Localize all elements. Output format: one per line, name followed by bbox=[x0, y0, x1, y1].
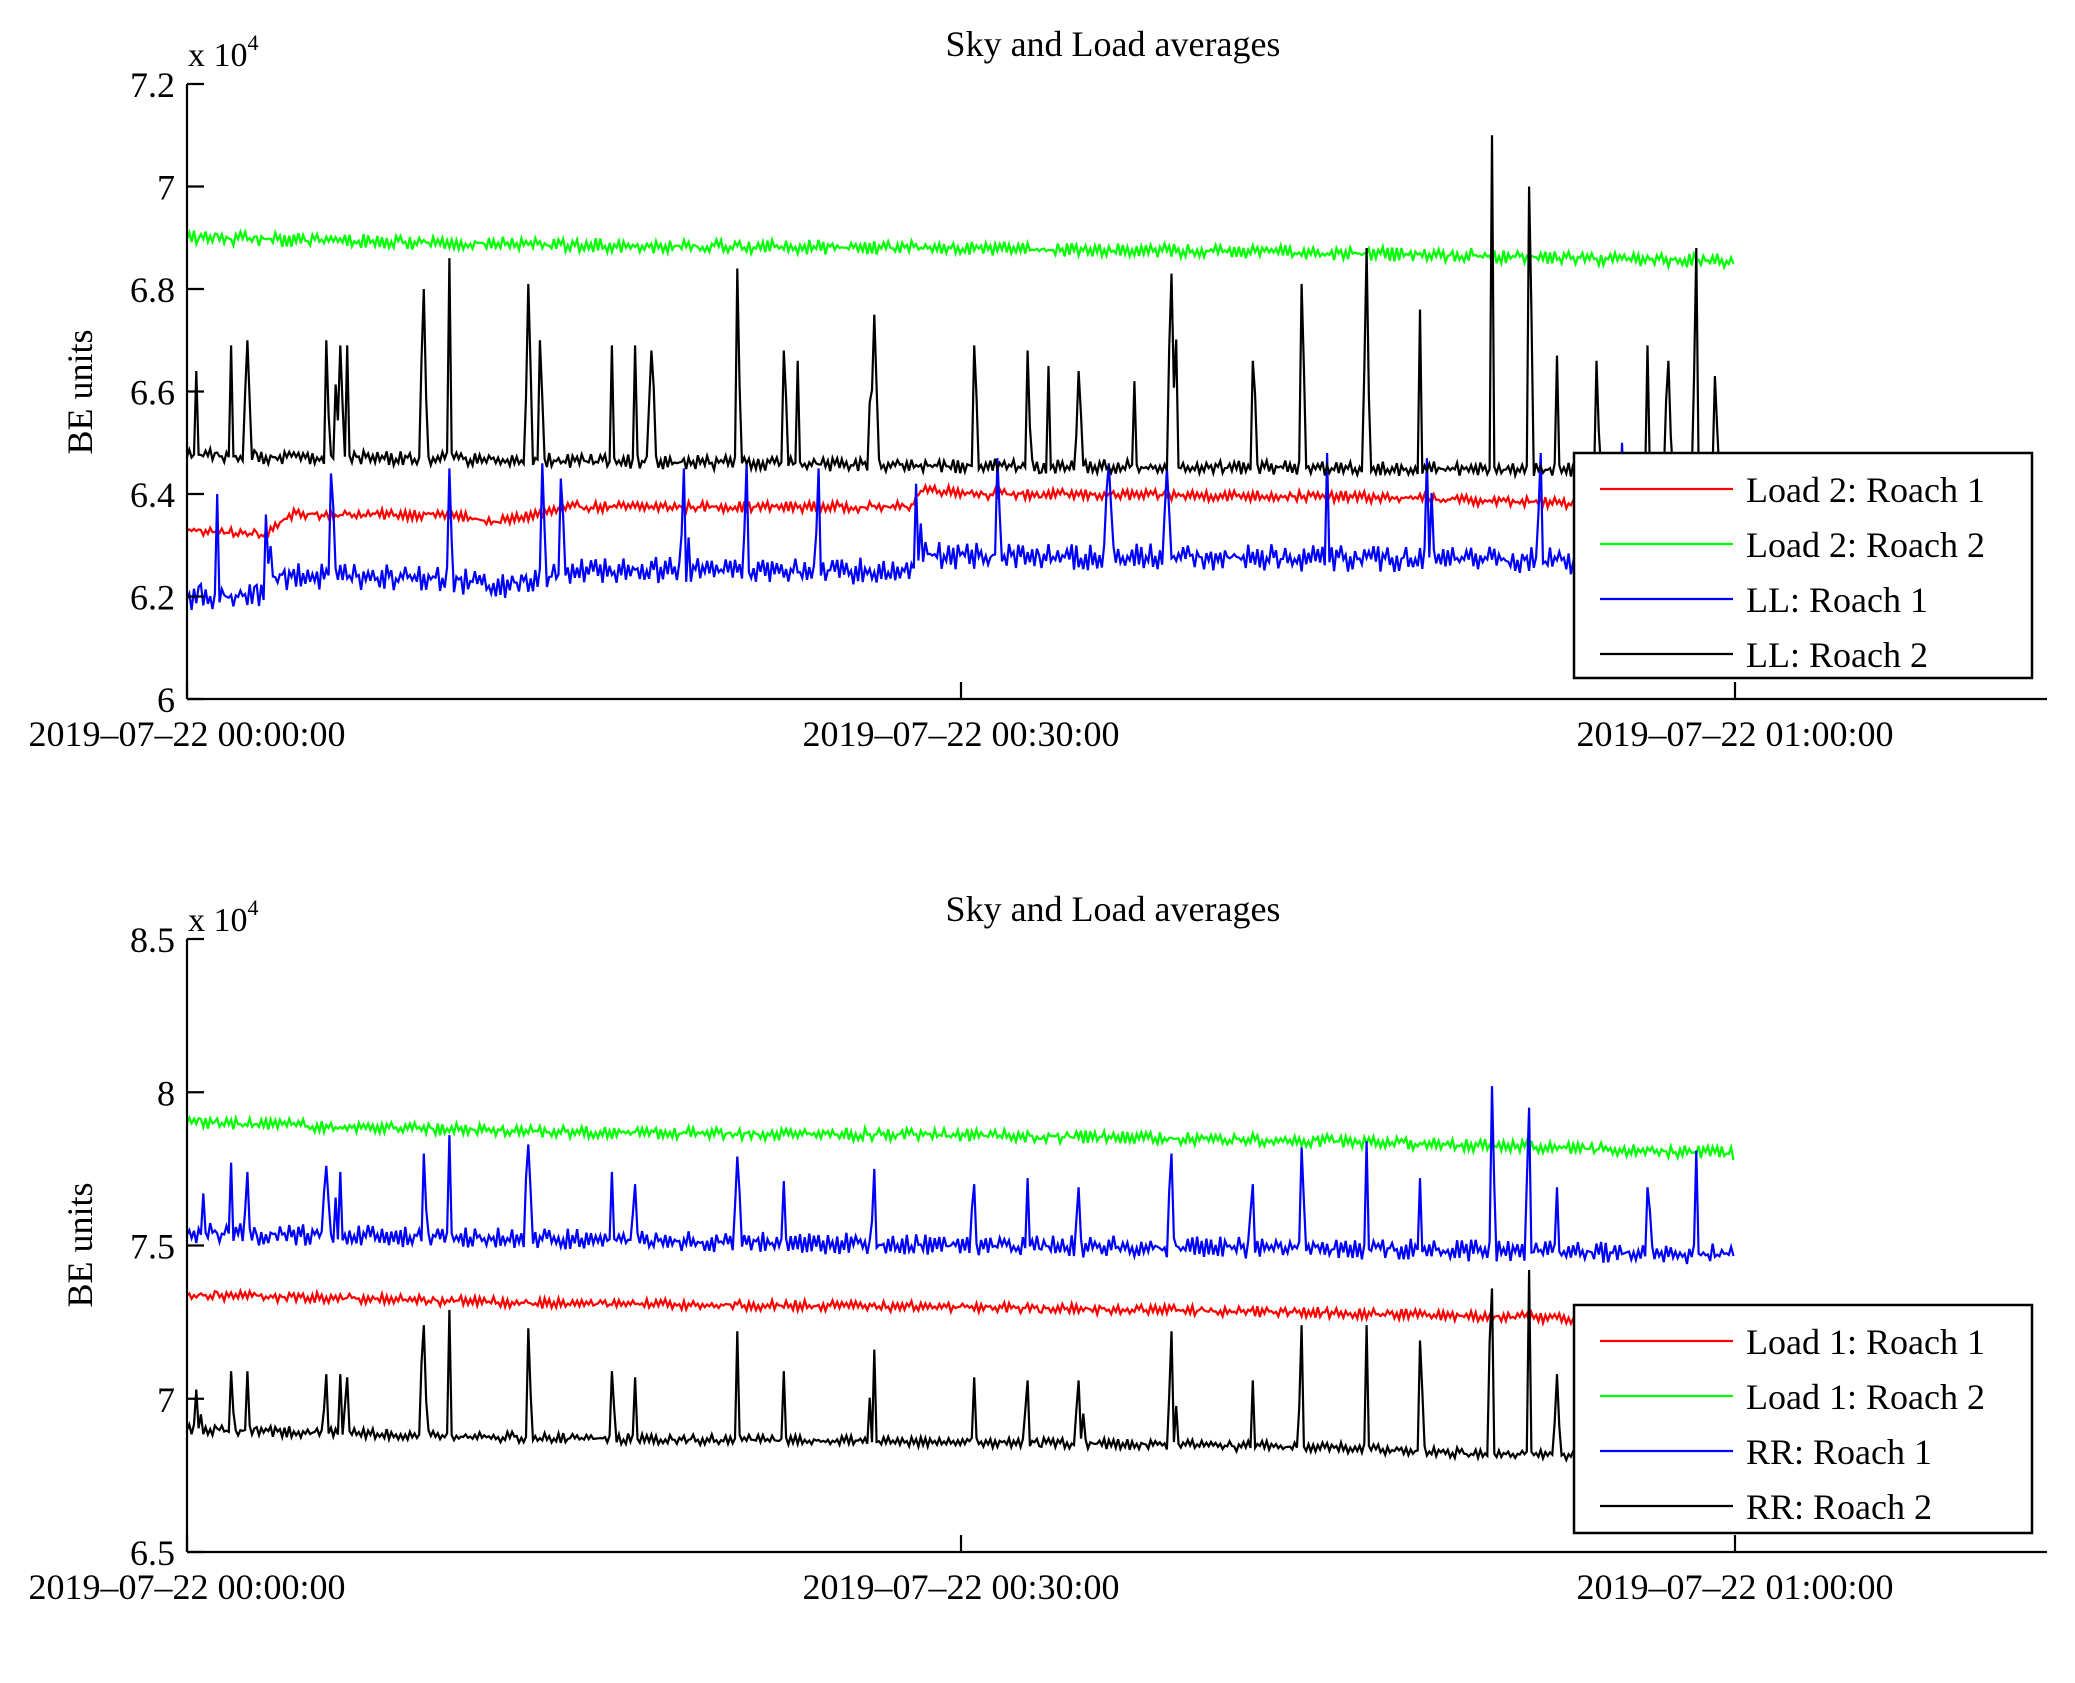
y-tick-label: 6 bbox=[157, 680, 175, 720]
legend-label: LL: Roach 2 bbox=[1746, 635, 1928, 675]
x-tick-label: 2019–07–22 00:30:00 bbox=[802, 714, 1119, 754]
legend-item: Load 1: Roach 1 bbox=[1600, 1322, 1985, 1362]
legend-box bbox=[1572, 1303, 2034, 1535]
series-line-2 bbox=[185, 1114, 1735, 1162]
legend-label: Load 1: Roach 1 bbox=[1746, 1322, 1985, 1362]
y-tick-label: 7 bbox=[157, 168, 175, 208]
plot-area bbox=[185, 135, 1735, 611]
chart-title: Sky and Load averages bbox=[946, 889, 1281, 929]
y-tick-label: 6.5 bbox=[130, 1533, 175, 1573]
y-tick-label: 6.2 bbox=[130, 578, 175, 618]
legend-label: Load 1: Roach 2 bbox=[1746, 1377, 1985, 1417]
legend-item: LL: Roach 2 bbox=[1600, 635, 1928, 675]
series-line-4 bbox=[185, 135, 1735, 480]
x-tick-label: 2019–07–22 00:00:00 bbox=[28, 1567, 345, 1607]
legend-item: RR: Roach 1 bbox=[1600, 1432, 1932, 1472]
series-line-2 bbox=[185, 228, 1735, 271]
y-multiplier-exponent: 4 bbox=[248, 895, 259, 920]
legend: Load 2: Roach 1 Load 2: Roach 2 LL: Roach … bbox=[1572, 451, 2034, 680]
plot-area bbox=[185, 1086, 1735, 1467]
x-tick-label: 2019–07–22 01:00:00 bbox=[1576, 1567, 1893, 1607]
y-tick-label: 7.5 bbox=[130, 1227, 175, 1267]
x-tick-label: 2019–07–22 00:00:00 bbox=[28, 714, 345, 754]
y-multiplier-base: x 10 bbox=[188, 37, 248, 74]
series-line-3 bbox=[186, 1086, 1735, 1265]
legend-box bbox=[1572, 451, 2034, 680]
y-multiplier: x 104 bbox=[188, 895, 259, 939]
legend-item: Load 2: Roach 1 bbox=[1600, 470, 1985, 510]
legend-item: Load 1: Roach 2 bbox=[1600, 1377, 1985, 1417]
x-tick-label: 2019–07–22 00:30:00 bbox=[802, 1567, 1119, 1607]
y-axis-label: BE units bbox=[60, 329, 100, 454]
axes: 6 6.2 6.4 6.6 6.8 7 7.2 2019–07–22 00:00:00 2019… bbox=[28, 65, 2047, 754]
y-tick-label: 8.5 bbox=[130, 920, 175, 960]
legend: Load 1: Roach 1 Load 1: Roach 2 RR: Roach … bbox=[1572, 1303, 2034, 1535]
legend-label: Load 2: Roach 2 bbox=[1746, 525, 1985, 565]
series-line-1 bbox=[186, 481, 1735, 540]
chart-panel-top: Sky and Load averages BE units x 104 6 6.… bbox=[28, 24, 2047, 754]
legend-label: RR: Roach 1 bbox=[1746, 1432, 1932, 1472]
series-line-3 bbox=[185, 442, 1735, 611]
legend-item: LL: Roach 1 bbox=[1600, 580, 1928, 620]
series-line-4 bbox=[185, 1269, 1735, 1467]
chart-panel-bottom: Sky and Load averages BE units x 104 6.5… bbox=[28, 889, 2047, 1607]
y-multiplier-base: x 10 bbox=[188, 902, 248, 939]
y-axis-label: BE units bbox=[60, 1182, 100, 1307]
y-tick-label: 6.6 bbox=[130, 373, 175, 413]
axes: 6.5 7 7.5 8 8.5 2019–07–22 00:00:00 2019–07–22… bbox=[28, 920, 2047, 1607]
legend-label: RR: Roach 2 bbox=[1746, 1487, 1932, 1527]
y-tick-label: 7.2 bbox=[130, 65, 175, 105]
series-line-1 bbox=[186, 1287, 1735, 1331]
y-multiplier-exponent: 4 bbox=[248, 30, 259, 55]
legend-label: Load 2: Roach 1 bbox=[1746, 470, 1985, 510]
chart-title: Sky and Load averages bbox=[946, 24, 1281, 64]
legend-item: RR: Roach 2 bbox=[1600, 1487, 1932, 1527]
y-tick-label: 7 bbox=[157, 1380, 175, 1420]
legend-label: LL: Roach 1 bbox=[1746, 580, 1928, 620]
x-tick-label: 2019–07–22 01:00:00 bbox=[1576, 714, 1893, 754]
y-multiplier: x 104 bbox=[188, 30, 259, 74]
y-tick-label: 8 bbox=[157, 1073, 175, 1113]
y-tick-label: 6.8 bbox=[130, 270, 175, 310]
y-tick-label: 6.4 bbox=[130, 475, 175, 515]
legend-item: Load 2: Roach 2 bbox=[1600, 525, 1985, 565]
